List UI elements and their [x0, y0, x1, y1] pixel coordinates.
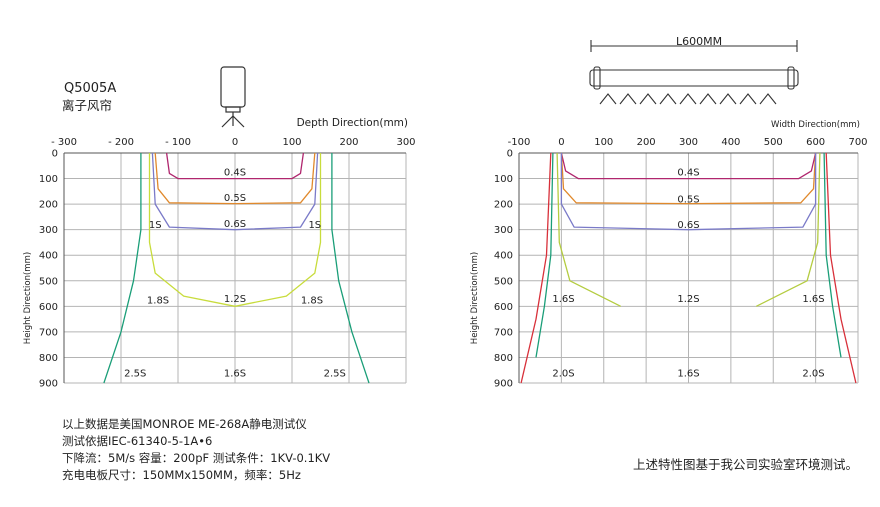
series-label: 2.5S: [124, 368, 146, 379]
series-label: 0.5S: [677, 195, 699, 206]
x-tick-label: 300: [396, 137, 415, 148]
series-line: [165, 152, 305, 180]
nozzle-icon: [739, 93, 757, 105]
product-name: 离子风帘: [62, 98, 113, 113]
nozzle-icon: [659, 93, 677, 105]
y-tick-label: 0: [52, 149, 58, 160]
x-tick-label: 100: [282, 137, 301, 148]
series-line: [823, 152, 842, 358]
x-tick-label: 700: [848, 137, 867, 148]
series-label: 1.6S: [224, 368, 246, 379]
series-label: 1S: [149, 220, 162, 231]
note-line: 充电电板尺寸：150MMx150MM，频率：5Hz: [62, 468, 301, 482]
series-label: 1.6S: [552, 294, 574, 305]
series-line: [535, 152, 554, 358]
nozzle-icon: [759, 93, 777, 105]
y-tick-label: 400: [39, 251, 58, 262]
sensor-icon: [220, 66, 246, 128]
note-line: 以上数据是美国MONROE ME-268A静电测试仪: [62, 417, 307, 431]
series-line: [148, 153, 322, 307]
footer-note: 上述特性图基于我公司实验室环境测试。: [633, 457, 859, 472]
y-tick-label: 500: [39, 276, 58, 287]
y-tick-label: 100: [494, 174, 513, 185]
y-tick-label: 700: [39, 327, 58, 338]
y-tick-label: 600: [494, 302, 513, 313]
series-label: 0.6S: [224, 219, 246, 230]
series-label: 1.8S: [301, 295, 323, 306]
test-notes: 以上数据是美国MONROE ME-268A静电测试仪 测试依据IEC-61340…: [62, 416, 330, 484]
series-label: 1.6S: [802, 294, 824, 305]
series-label: 1.2S: [224, 294, 246, 305]
y-tick-label: 0: [507, 149, 513, 160]
x-tick-label: 0: [232, 137, 238, 148]
series-line: [520, 152, 552, 384]
product-model: Q5005A: [64, 81, 117, 96]
series-label: 2.0S: [552, 368, 574, 379]
width-chart: -100 0 100 200 300 400 500 600 70001002003004005…: [470, 120, 868, 390]
x-tick-label: 200: [637, 137, 656, 148]
series-line: [560, 153, 817, 231]
series-line: [103, 153, 142, 384]
x-tick-label: 500: [764, 137, 783, 148]
y-tick-label: 300: [494, 225, 513, 236]
series-label: 1.2S: [677, 294, 699, 305]
y-tick-label: 700: [494, 327, 513, 338]
series-line: [331, 153, 370, 384]
series-line: [560, 152, 817, 180]
series-label: 0.5S: [224, 193, 246, 204]
nozzle-icon: [599, 93, 617, 105]
x-tick-label: - 100: [165, 137, 191, 148]
series-label: 1.6S: [677, 368, 699, 379]
nozzle-icon: [719, 93, 737, 105]
x-tick-label: 600: [806, 137, 825, 148]
series-label: 1S: [308, 220, 321, 231]
note-line: 下降流：5M/s 容量：200pF 测试条件：1KV-0.1KV: [62, 451, 331, 465]
y-tick-label: 600: [39, 302, 58, 313]
x-axis-title: Depth Direction(mm): [297, 117, 408, 129]
note-line: 测试依据IEC-61340-5-1A•6: [62, 434, 213, 448]
series-label: 0.4S: [224, 168, 246, 179]
x-tick-label: - 200: [108, 137, 134, 148]
y-tick-label: 500: [494, 276, 513, 287]
y-tick-label: 900: [39, 379, 58, 390]
ionizer-bar-icon: [589, 40, 799, 105]
series-label: 0.4S: [677, 168, 699, 179]
y-axis-title: Height Direction(mm): [470, 252, 480, 344]
x-tick-label: - 300: [51, 137, 77, 148]
series-label: 2.0S: [802, 368, 824, 379]
series-line: [560, 152, 817, 205]
x-tick-label: 200: [339, 137, 358, 148]
x-tick-label: 300: [679, 137, 698, 148]
y-tick-label: 800: [39, 353, 58, 364]
x-tick-label: 100: [594, 137, 613, 148]
series-line: [154, 152, 316, 205]
y-tick-label: 100: [39, 174, 58, 185]
series-line: [556, 152, 621, 307]
series-label: 0.6S: [677, 220, 699, 231]
nozzle-icon: [679, 93, 697, 105]
x-tick-label: 0: [558, 137, 564, 148]
y-tick-label: 800: [494, 353, 513, 364]
nozzle-icon: [639, 93, 657, 105]
depth-chart: - 300 - 200 - 100 0 100 200 300 0 100 200 300 400 50…: [23, 117, 416, 390]
device-length-label: L600MM: [676, 35, 723, 48]
y-axis-title: Height Direction(mm): [23, 252, 33, 344]
series-label: 2.5S: [324, 368, 346, 379]
y-tick-label: 900: [494, 379, 513, 390]
series-label: 1.8S: [147, 295, 169, 306]
y-tick-label: 400: [494, 251, 513, 262]
x-tick-label: 400: [721, 137, 740, 148]
nozzle-icon: [699, 93, 717, 105]
nozzle-icon: [619, 93, 637, 105]
series-line: [756, 152, 821, 307]
x-tick-label: -100: [508, 137, 531, 148]
x-axis-title: Width Direction(mm): [771, 120, 860, 130]
y-tick-label: 200: [494, 200, 513, 211]
y-tick-label: 300: [39, 225, 58, 236]
y-tick-label: 200: [39, 200, 58, 211]
series-line: [151, 152, 319, 231]
series-line: [825, 152, 857, 384]
